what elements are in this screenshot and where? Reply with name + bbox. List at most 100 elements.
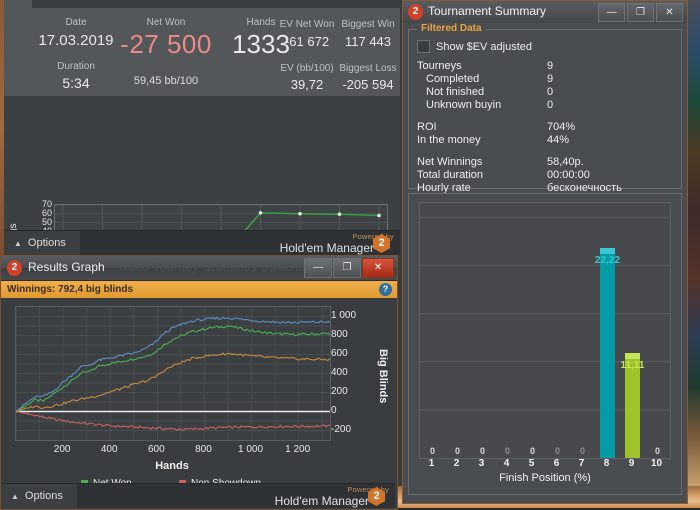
results-graph-body: 1 000 800 600 400 200 0 -200 Big Blinds 200 400… — [1, 298, 397, 508]
results-graph-subtitle-bar: Winnings: 792,4 big blinds ? — [1, 281, 397, 298]
bar-zero-label: 0 — [504, 446, 511, 456]
stat-hands-value: 1333 — [232, 29, 290, 59]
app-badge-icon: 2 — [7, 260, 22, 276]
panel-tab-strip[interactable] — [4, 0, 400, 8]
tournament-summary-window: 2 Tournament Summary — ❐ ✕ Filtered Data… — [402, 0, 688, 504]
x-tick: 10 — [650, 458, 663, 469]
finish-position-chart[interactable]: 0 0 0 0 0 0 0 22,22 11,11 0 1 2 3 4 5 6 7 8 9 10 Finish Po… — [408, 193, 682, 495]
stat-ev-bb100: EV (bb/100) 39,72 — [270, 62, 344, 95]
x-tick: 1 000 — [238, 444, 264, 455]
results-graph-plot-area[interactable] — [15, 306, 331, 441]
x-tick: 3 — [478, 458, 485, 469]
stat-net-won-value: -27 500 — [120, 29, 212, 59]
bar-zero-label: 0 — [529, 446, 536, 456]
bar-cap — [625, 353, 640, 360]
show-sev-adjusted-label: Show $EV adjusted — [436, 40, 533, 53]
maximize-icon[interactable]: ❐ — [333, 258, 361, 278]
close-icon[interactable]: ✕ — [656, 3, 683, 22]
y-tick: 50 — [41, 217, 52, 227]
chevron-up-icon: ▲ — [11, 492, 19, 501]
options-button-label: Options — [27, 237, 66, 249]
brand-badge-icon: 2 — [368, 487, 385, 506]
x-tick: 400 — [100, 444, 118, 455]
summary-row-value: 44% — [547, 134, 570, 146]
summary-row-value: 58,40р. — [547, 156, 584, 168]
x-tick: 2 — [453, 458, 460, 469]
stat-biggest-win: Biggest Win 117 443 — [334, 18, 400, 53]
y-tick: -200 — [331, 423, 352, 435]
stat-duration-label: Duration — [57, 61, 95, 72]
y-tick: 800 — [331, 328, 348, 340]
results-graph-title-bar[interactable]: 2 Results Graph Hand Tourney Statistics … — [1, 256, 397, 281]
bar-zero-label: 0 — [654, 446, 661, 456]
minimize-icon[interactable]: — — [304, 258, 332, 278]
show-sev-adjusted-checkbox[interactable] — [417, 40, 430, 53]
options-button[interactable]: ▲ Options — [4, 231, 80, 255]
summary-row-key: Hourly rate — [417, 182, 471, 194]
bar[interactable]: 11,11 — [621, 353, 644, 458]
results-graph-svg — [15, 307, 331, 440]
summary-row-key: In the money — [417, 134, 481, 146]
results-graph-window: 2 Results Graph Hand Tourney Statistics … — [0, 255, 398, 510]
session-summary-panel: Date 17.03.2019 Net Won -27 500 Hands 13… — [4, 0, 400, 255]
results-graph-x-ticks: 200 400 600 800 1 000 1 200 — [15, 444, 329, 456]
chevron-up-icon: ▲ — [14, 239, 22, 248]
stat-date-value: 17.03.2019 — [38, 32, 114, 49]
show-sev-adjusted-row[interactable]: Show $EV adjusted — [417, 40, 532, 53]
stat-biggest-loss: Biggest Loss -205 594 — [334, 62, 400, 95]
app-badge-icon: 2 — [408, 4, 423, 20]
powered-by-text: Powered by — [347, 485, 389, 494]
bar-zero-label: 0 — [554, 446, 561, 456]
stat-net-won: Net Won -27 500 — [96, 16, 236, 59]
winnings-text: Winnings: 792,4 big blinds — [7, 284, 134, 295]
results-graph-window-buttons: — ❐ ✕ — [304, 258, 394, 278]
help-icon[interactable]: ? — [379, 283, 392, 296]
y-tick: 400 — [331, 366, 348, 378]
summary-row-value: 9 — [547, 73, 554, 85]
summary-row-key: Total duration — [417, 169, 484, 181]
close-icon[interactable]: ✕ — [362, 258, 394, 278]
y-tick: 600 — [331, 347, 348, 359]
bar[interactable]: 22,22 — [595, 248, 620, 458]
brand-name: Hold'em Manager — [274, 494, 369, 508]
stat-hands: Hands 1333 — [196, 16, 326, 59]
results-graph-options-button[interactable]: ▲ Options — [1, 484, 77, 508]
tournament-summary-title: Tournament Summary — [428, 4, 547, 18]
x-tick: 5 — [528, 458, 535, 469]
minimize-icon[interactable]: — — [598, 3, 625, 22]
summary-row-value: 00:00:00 — [547, 169, 590, 181]
finish-position-bars: 0 0 0 0 0 0 0 22,22 11,11 0 — [420, 203, 670, 458]
filtered-data-title: Filtered Data — [417, 23, 486, 34]
results-graph-branding: Powered by Hold'em Manager 2 — [275, 485, 389, 508]
results-graph-options-label: Options — [24, 490, 63, 502]
brand-badge-icon: 2 — [373, 234, 390, 253]
finish-position-x-axis-label: Finish Position (%) — [499, 472, 591, 484]
stat-duration-value: 5:34 — [62, 75, 90, 91]
x-tick: 1 — [428, 458, 435, 469]
y-tick: 70 — [41, 199, 52, 209]
x-tick: 1 200 — [285, 444, 311, 455]
y-tick: 1 000 — [331, 309, 357, 321]
summary-row-value: 0 — [547, 99, 554, 111]
stat-bb100: 59,45 bb/100 — [96, 74, 236, 88]
x-tick: 6 — [553, 458, 560, 469]
net-winnings-chart[interactable]: Net Winnings 706050403020100-10 12345678… — [4, 96, 400, 255]
tournament-summary-title-bar[interactable]: 2 Tournament Summary — ❐ ✕ — [403, 1, 687, 23]
x-tick: 800 — [195, 444, 212, 455]
x-tick: 200 — [53, 444, 71, 455]
stat-ev-bb100-value: 39,72 — [290, 77, 324, 92]
summary-row-key: Tourneys — [417, 60, 462, 72]
bar-zero-label: 0 — [429, 446, 436, 456]
y-tick: 0 — [331, 404, 337, 416]
summary-row-key: ROI — [417, 121, 437, 133]
session-options-bar: ▲ Options Powered by Hold'em Manager 2 — [4, 230, 400, 255]
desktop-background-strip — [686, 0, 700, 508]
results-graph-y-ticks: 1 000 800 600 400 200 0 -200 — [331, 302, 373, 444]
maximize-icon[interactable]: ❐ — [627, 3, 654, 22]
stat-ev-net-won-value: -61 672 — [284, 34, 330, 49]
session-stats-bar: Date 17.03.2019 Net Won -27 500 Hands 13… — [4, 8, 400, 96]
stat-hands-label: Hands — [246, 17, 276, 28]
results-graph-y-axis-label: Big Blinds — [377, 348, 389, 404]
bar-zero-label: 0 — [454, 446, 461, 456]
